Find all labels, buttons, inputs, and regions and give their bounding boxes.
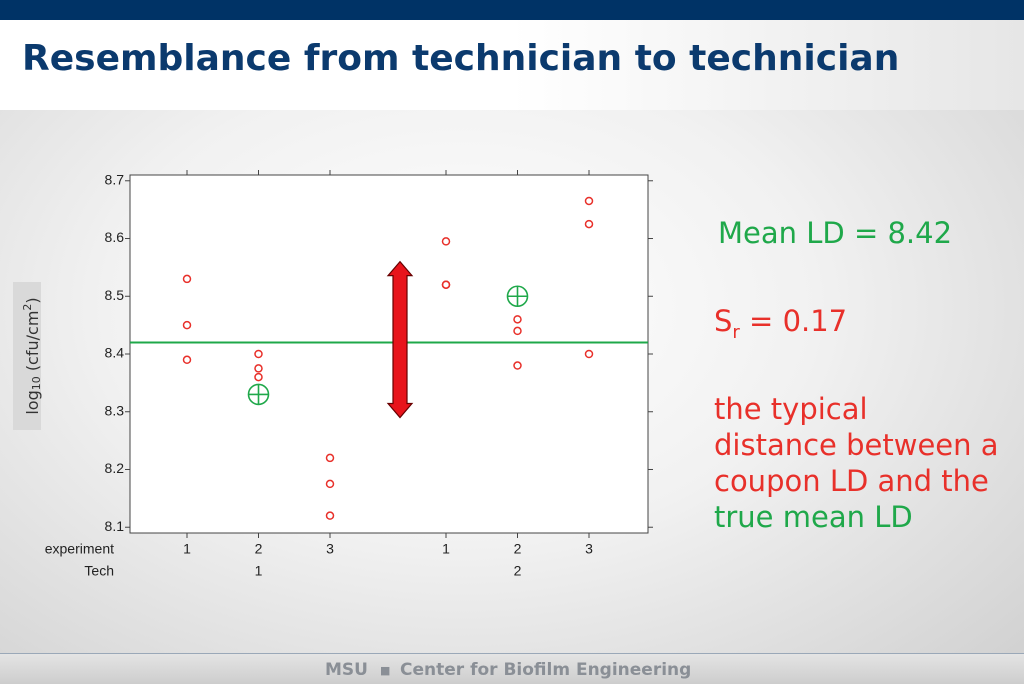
y-label-part: (cfu/cm bbox=[23, 311, 42, 377]
description: the typical distance between a coupon LD… bbox=[714, 391, 999, 535]
point bbox=[513, 315, 522, 324]
y-axis-label: log10 (cfu/cm2) bbox=[21, 297, 43, 414]
top-bar bbox=[0, 0, 1024, 20]
y-tick-label: 8.2 bbox=[105, 460, 125, 476]
footer-right: Center for Biofilm Engineering bbox=[400, 660, 692, 680]
description-highlight: true mean LD bbox=[714, 499, 913, 534]
group-label: 1 bbox=[255, 563, 263, 579]
point bbox=[513, 361, 522, 370]
annotations: Mean LD = 8.42 Sr = 0.17 the typical dis… bbox=[714, 215, 999, 535]
footer: MSU ■ Center for Biofilm Engineering bbox=[0, 653, 1024, 684]
footer-left: MSU bbox=[325, 660, 368, 680]
point bbox=[441, 237, 451, 246]
group-label: 2 bbox=[514, 563, 522, 579]
row-label: Tech bbox=[84, 563, 114, 579]
point bbox=[584, 349, 594, 359]
point bbox=[254, 372, 263, 382]
plot-area bbox=[129, 174, 649, 534]
x-tick-label: 1 bbox=[442, 541, 450, 557]
sr-symbol: S bbox=[714, 304, 733, 338]
y-tick-label: 8.5 bbox=[105, 287, 125, 303]
point bbox=[254, 364, 263, 373]
slide-title: Resemblance from technician to technicia… bbox=[22, 38, 900, 79]
sr-subscript: r bbox=[732, 321, 740, 343]
point bbox=[325, 453, 335, 463]
y-label-box bbox=[13, 282, 41, 430]
point bbox=[182, 355, 192, 365]
y-tick-label: 8.1 bbox=[105, 518, 125, 534]
point bbox=[584, 196, 594, 206]
point bbox=[584, 219, 594, 229]
y-tick-label: 8.7 bbox=[105, 171, 125, 187]
y-label-part: log bbox=[23, 390, 42, 414]
point bbox=[254, 349, 263, 359]
y-label-part: ) bbox=[23, 297, 42, 303]
y-label-part: 2 bbox=[21, 304, 34, 311]
footer-bullet: ■ bbox=[380, 664, 391, 677]
y-tick-label: 8.6 bbox=[105, 229, 125, 245]
row-label: experiment bbox=[45, 541, 114, 557]
description-text: the typical distance between a coupon LD… bbox=[714, 391, 999, 498]
sr-text: Sr = 0.17 bbox=[714, 303, 999, 351]
sr-value: = 0.17 bbox=[739, 304, 848, 338]
point bbox=[441, 280, 451, 289]
point bbox=[513, 326, 522, 336]
point bbox=[325, 479, 335, 489]
point bbox=[325, 511, 335, 520]
spread-arrow bbox=[386, 260, 414, 419]
experiment-mean bbox=[506, 285, 529, 308]
y-tick-label: 8.4 bbox=[105, 345, 125, 361]
x-tick-label: 2 bbox=[514, 541, 522, 557]
x-tick-label: 2 bbox=[255, 541, 263, 557]
experiment-mean bbox=[247, 383, 270, 406]
x-tick-label: 1 bbox=[183, 541, 191, 557]
mean-text: Mean LD = 8.42 bbox=[718, 216, 953, 250]
point bbox=[182, 320, 192, 330]
x-tick-label: 3 bbox=[326, 541, 334, 557]
y-tick-label: 8.3 bbox=[105, 402, 125, 418]
point bbox=[182, 274, 192, 284]
x-tick-label: 3 bbox=[585, 541, 593, 557]
y-label-part: 10 bbox=[30, 376, 43, 390]
title-band bbox=[0, 20, 1024, 110]
